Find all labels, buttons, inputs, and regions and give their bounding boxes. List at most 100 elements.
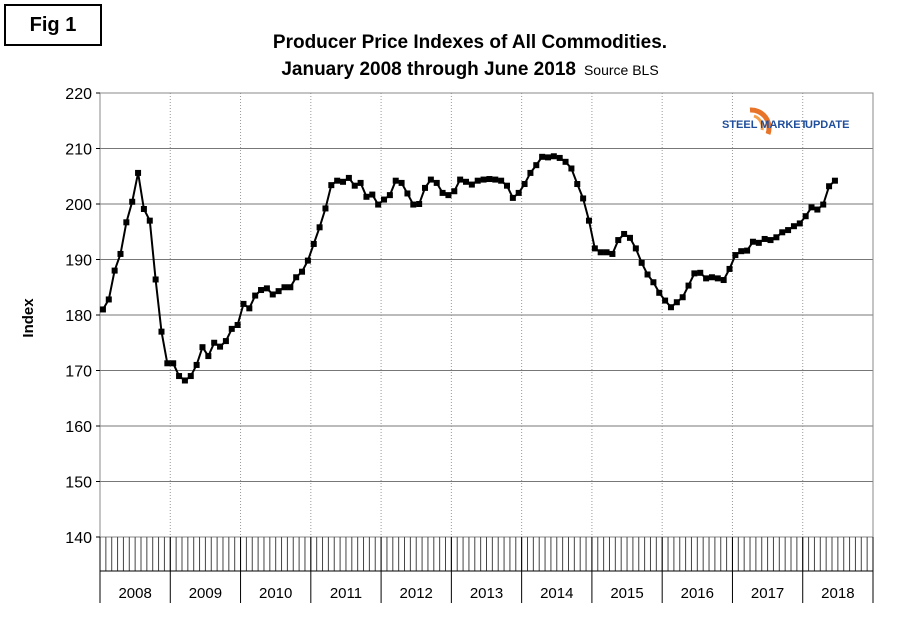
data-point (404, 190, 411, 197)
data-point (644, 271, 651, 278)
logo-word2: UPDATE (805, 119, 849, 131)
data-point (357, 179, 364, 186)
data-point (767, 237, 774, 244)
y-tick-label: 160 (65, 419, 92, 436)
data-point (533, 162, 540, 169)
data-point (375, 201, 382, 208)
data-point (814, 206, 821, 213)
data-point (708, 274, 715, 281)
data-point (826, 183, 833, 190)
data-point (667, 304, 674, 311)
data-point (445, 192, 452, 199)
data-point (480, 176, 487, 183)
data-point (381, 196, 388, 203)
data-point (228, 325, 235, 332)
data-point (621, 230, 628, 237)
data-point (785, 227, 792, 234)
data-point (463, 178, 470, 185)
data-point (498, 177, 505, 184)
data-point (474, 177, 481, 184)
data-point (316, 224, 323, 231)
x-year-label: 2012 (400, 585, 433, 602)
data-point (328, 182, 335, 189)
data-point (527, 169, 534, 176)
data-point (591, 245, 598, 252)
y-tick-label: 180 (65, 308, 92, 325)
y-tick-label: 210 (65, 142, 92, 159)
data-point (556, 154, 563, 161)
data-point (509, 194, 516, 201)
data-point (211, 339, 218, 346)
y-axis-label: Index (20, 298, 37, 338)
data-point (99, 306, 106, 313)
data-point (720, 277, 727, 284)
data-point (744, 247, 751, 254)
data-point (632, 245, 639, 252)
data-point (140, 205, 147, 212)
data-point (597, 249, 604, 256)
data-point (427, 176, 434, 183)
data-point (222, 338, 229, 345)
y-axis: 140 150 160 170 180 190 200 210 220 (65, 86, 100, 547)
data-point (181, 377, 188, 384)
logo-word1: STEEL MARKET (722, 119, 808, 131)
data-point (697, 269, 704, 276)
data-point (123, 219, 130, 226)
data-point (580, 195, 587, 202)
data-point (714, 275, 721, 282)
data-point (146, 217, 153, 224)
data-point (322, 205, 329, 212)
data-point (240, 300, 247, 307)
data-point (304, 257, 311, 264)
data-point (790, 223, 797, 230)
x-year-label: 2014 (540, 585, 573, 602)
data-point (503, 182, 510, 189)
data-point (802, 213, 809, 220)
series-line (102, 155, 836, 382)
chart-grid (100, 93, 873, 537)
x-year-label: 2013 (470, 585, 503, 602)
data-point (492, 176, 499, 183)
data-point (293, 274, 300, 281)
data-point (152, 276, 159, 283)
data-point (252, 292, 259, 299)
data-point (457, 176, 464, 183)
data-point (334, 177, 341, 184)
y-tick-label: 150 (65, 475, 92, 492)
data-point (486, 176, 493, 183)
data-point (199, 344, 206, 351)
data-point (392, 177, 399, 184)
data-point (217, 343, 224, 350)
data-point (158, 328, 165, 335)
x-year-label: 2016 (681, 585, 714, 602)
data-point (299, 268, 306, 275)
data-point (732, 252, 739, 259)
x-year-label: 2010 (259, 585, 292, 602)
data-point (679, 294, 686, 301)
steel-market-update-logo: STEEL MARKET UPDATE (722, 107, 849, 135)
data-point (111, 267, 118, 274)
data-point (105, 296, 112, 303)
data-point (386, 192, 393, 199)
data-point (755, 239, 762, 246)
data-point (685, 282, 692, 289)
data-point (574, 181, 581, 188)
logo-arc-icon (749, 107, 772, 135)
data-point (808, 204, 815, 211)
data-point (363, 193, 370, 200)
data-point (187, 373, 194, 380)
data-point (422, 184, 429, 191)
chart-subtitle-line: January 2008 through June 2018 Source BLS (190, 59, 750, 81)
series-markers (99, 153, 838, 384)
data-point (439, 189, 446, 196)
data-point (451, 188, 458, 195)
data-point (433, 179, 440, 186)
data-point (369, 191, 376, 198)
data-point (258, 287, 265, 294)
data-point (340, 178, 347, 185)
x-year-label: 2017 (751, 585, 784, 602)
data-point (749, 238, 756, 245)
data-point (539, 153, 546, 160)
x-axis: 2008 2009 2010 2011 2012 2013 2014 2015 2016 2017… (99, 537, 874, 603)
y-tick-label: 200 (65, 197, 92, 214)
